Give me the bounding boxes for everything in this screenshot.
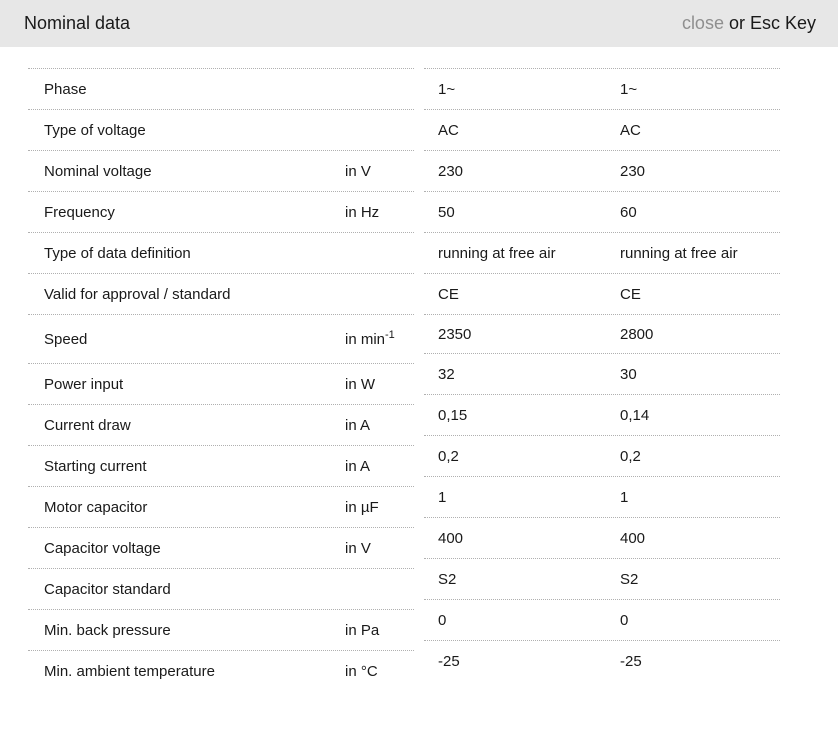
close-link[interactable]: close: [681, 13, 724, 33]
table-row: 0,15 0,14: [424, 395, 780, 436]
table-row: Current draw in A: [28, 405, 414, 446]
table-row: Power input in W: [28, 364, 414, 405]
esc-key-hint: or Esc Key: [723, 13, 816, 33]
table-row: 50 60: [424, 192, 780, 233]
value-col-1: 1: [438, 488, 447, 506]
table-row: Capacitor voltage in V: [28, 528, 414, 569]
modal-header: Nominal data close or Esc Key: [0, 0, 838, 47]
value-col-2: 0: [620, 611, 629, 629]
row-label: Power input: [44, 375, 124, 393]
table-row: 32 30: [424, 354, 780, 395]
label-column-table: Phase Type of voltage Nominal voltage in …: [28, 68, 414, 691]
page-title: Nominal data: [24, 13, 131, 33]
value-col-2: 1: [620, 488, 629, 506]
row-unit: in Pa: [345, 621, 380, 639]
row-label: Speed: [44, 330, 88, 348]
row-unit: in A: [345, 457, 371, 475]
value-col-2: S2: [620, 570, 639, 588]
value-columns-table: 1~ 1~ AC AC 230 230 50 60 running at free ai…: [424, 68, 780, 691]
value-col-2: 30: [620, 365, 637, 383]
value-col-1: CE: [438, 285, 459, 303]
row-label: Type of data definition: [44, 244, 191, 262]
row-label: Current draw: [44, 416, 131, 434]
nominal-data-table: Phase Type of voltage Nominal voltage in …: [28, 68, 838, 691]
table-row: Type of voltage: [28, 110, 414, 151]
row-unit: in W: [345, 375, 375, 393]
value-col-1: 2350: [438, 325, 472, 343]
value-col-2: 1~: [620, 80, 638, 98]
row-label: Nominal voltage: [44, 162, 152, 180]
row-label: Frequency: [44, 203, 115, 221]
value-col-1: -25: [438, 652, 460, 670]
value-col-2: AC: [620, 121, 641, 139]
table-row: 1~ 1~: [424, 69, 780, 110]
row-unit: in °C: [345, 662, 378, 680]
value-col-2: running at free air: [620, 244, 738, 262]
value-col-2: 0,14: [620, 406, 650, 424]
value-col-2: 0,2: [620, 447, 641, 465]
table-row: Valid for approval / standard: [28, 274, 414, 315]
table-row: S2 S2: [424, 559, 780, 600]
table-row: Nominal voltage in V: [28, 151, 414, 192]
table-row: Starting current in A: [28, 446, 414, 487]
table-row: Min. ambient temperature in °C: [28, 651, 414, 691]
table-row: -25 -25: [424, 641, 780, 681]
value-col-2: -25: [620, 652, 642, 670]
value-col-1: 230: [438, 162, 464, 180]
value-col-2: CE: [620, 285, 641, 303]
row-label: Starting current: [44, 457, 147, 475]
row-unit: in min-1: [345, 328, 395, 348]
table-row: Speed in min-1: [28, 315, 414, 364]
value-col-1: 1~: [438, 80, 456, 98]
table-row: 230 230: [424, 151, 780, 192]
value-col-2: 230: [620, 162, 646, 180]
row-label: Capacitor standard: [44, 580, 171, 598]
row-label: Capacitor voltage: [44, 539, 161, 557]
row-label: Motor capacitor: [44, 498, 148, 516]
row-unit: in A: [345, 416, 371, 434]
value-col-1: running at free air: [438, 244, 556, 262]
row-label: Phase: [44, 80, 87, 98]
table-row: Phase: [28, 69, 414, 110]
value-col-1: 400: [438, 529, 464, 547]
value-col-1: AC: [438, 121, 459, 139]
table-row: CE CE: [424, 274, 780, 315]
row-unit: in Hz: [345, 203, 380, 221]
row-label: Valid for approval / standard: [44, 285, 231, 303]
unit-superscript: -1: [385, 328, 395, 341]
table-row: Frequency in Hz: [28, 192, 414, 233]
value-col-1: 0: [438, 611, 447, 629]
row-unit: in µF: [345, 498, 379, 516]
table-row: AC AC: [424, 110, 780, 151]
value-col-1: 32: [438, 365, 455, 383]
value-col-1: S2: [438, 570, 457, 588]
value-col-1: 0,15: [438, 406, 468, 424]
row-label: Min. ambient temperature: [44, 662, 215, 680]
table-row: Motor capacitor in µF: [28, 487, 414, 528]
table-row: Min. back pressure in Pa: [28, 610, 414, 651]
row-label: Min. back pressure: [44, 621, 171, 639]
value-col-2: 60: [620, 203, 637, 221]
row-unit: in V: [345, 162, 371, 180]
value-col-2: 400: [620, 529, 646, 547]
value-col-2: 2800: [620, 325, 654, 343]
row-label: Type of voltage: [44, 121, 146, 139]
value-col-1: 50: [438, 203, 455, 221]
value-col-1: 0,2: [438, 447, 459, 465]
table-row: 0,2 0,2: [424, 436, 780, 477]
table-row: 400 400: [424, 518, 780, 559]
table-row: 2350 2800: [424, 315, 780, 354]
row-unit: in V: [345, 539, 371, 557]
table-row: Type of data definition: [28, 233, 414, 274]
table-row: Capacitor standard: [28, 569, 414, 610]
table-row: running at free air running at free air: [424, 233, 780, 274]
